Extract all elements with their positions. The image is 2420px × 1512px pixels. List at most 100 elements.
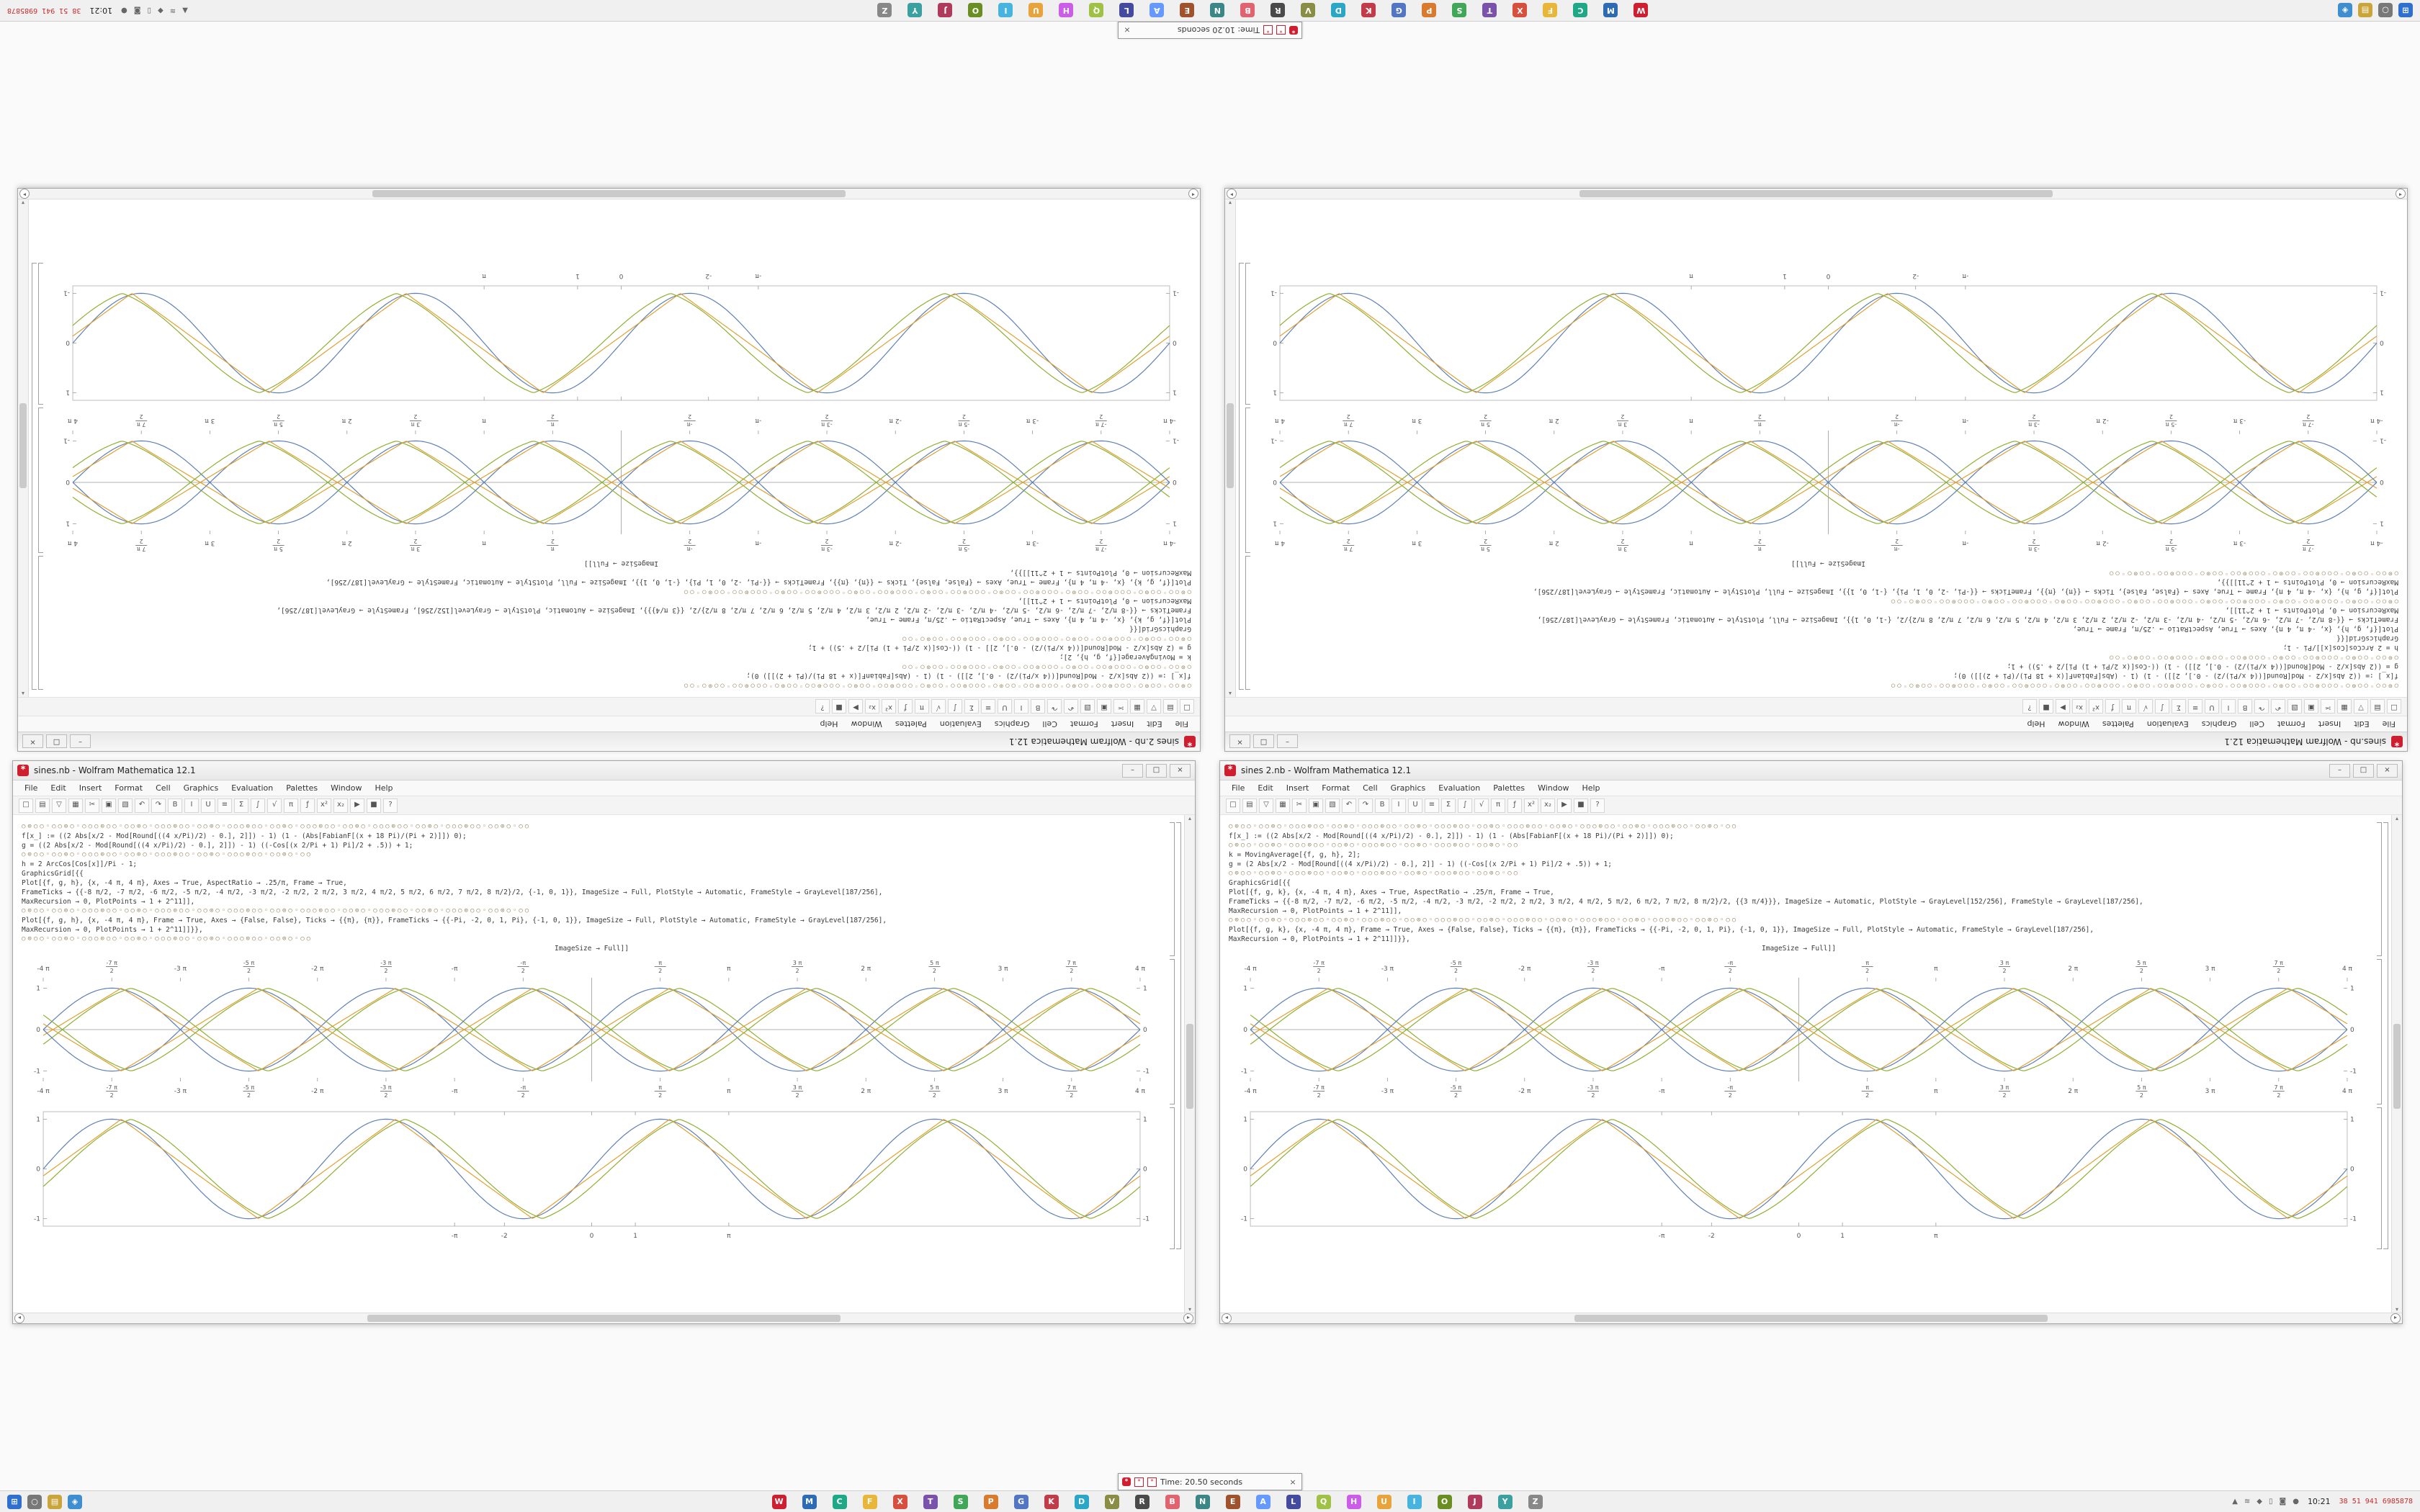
menu-format[interactable]: Format: [2277, 719, 2305, 729]
menu-file[interactable]: File: [1175, 719, 1188, 729]
dialog-red-button-1[interactable]: *: [1134, 1477, 1144, 1487]
axes-plot-output[interactable]: -4 π -4 π -7 π 2 -7 π 2 -3 π -3 π -5 π 2 -5 π 2 -2 π…: [51, 410, 1191, 554]
evaluate-icon[interactable]: ▶: [1557, 798, 1572, 813]
taskbar-app-2[interactable]: M: [802, 1494, 817, 1509]
close-button[interactable]: ×: [2377, 763, 2398, 778]
cell-bracket[interactable]: [1245, 556, 1250, 690]
close-icon[interactable]: ×: [1289, 1477, 1296, 1487]
code-line[interactable]: k = MovingAverage[{f, g, h}, 2];: [1059, 653, 1191, 661]
code-line[interactable]: ImageSize → Full]]: [555, 945, 629, 953]
horizontal-scrollbar[interactable]: ◂ ▸: [13, 1313, 1195, 1323]
taskbar-app-11[interactable]: D: [1331, 3, 1346, 18]
horizontal-scrollbar[interactable]: ◂ ▸: [1225, 189, 2407, 199]
print-icon[interactable]: ▦: [1130, 699, 1144, 714]
framed-plot-output[interactable]: -π -2 0 1 π -1 -1 0 0 1 1: [51, 266, 1191, 406]
code-cell[interactable]: ○⊙○○◦○○⊙○◦○○○⊙○○◦○○⊙○◦○○○⊙○○◦○○⊙○◦○○○⊙○○…: [51, 559, 1191, 690]
menu-graphics[interactable]: Graphics: [183, 783, 219, 793]
superscript-icon[interactable]: x²: [317, 798, 331, 813]
superscript-icon[interactable]: x²: [882, 699, 896, 714]
taskbar-app-15[interactable]: N: [1195, 1494, 1210, 1509]
code-line[interactable]: h = 2 ArcCos[Cos[x]]/Pi - 1;: [2282, 644, 2398, 652]
scroll-up-arrow-icon[interactable]: ▴: [22, 690, 25, 697]
minimize-button[interactable]: –: [1122, 763, 1143, 778]
taskbar-app-3[interactable]: C: [832, 1494, 847, 1509]
menu-help[interactable]: Help: [375, 783, 393, 793]
taskbar-app-13[interactable]: R: [1270, 3, 1286, 18]
code-line[interactable]: MaxRecursion → 0, PlotPoints → 1 + 2^11]…: [22, 926, 203, 934]
sum-icon[interactable]: Σ: [2172, 699, 2186, 714]
files-icon[interactable]: ▤: [2358, 3, 2372, 18]
sqrt-icon[interactable]: √: [267, 798, 282, 813]
menu-cell[interactable]: Cell: [1042, 719, 1057, 729]
subscript-icon[interactable]: x₂: [1541, 798, 1555, 813]
menu-edit[interactable]: Edit: [2354, 719, 2370, 729]
menu-help[interactable]: Help: [820, 719, 838, 729]
taskbar-app-26[interactable]: Z: [877, 3, 892, 18]
new-notebook-icon[interactable]: □: [2387, 699, 2401, 714]
bold-icon[interactable]: B: [2238, 699, 2252, 714]
code-line[interactable]: Plot[{f, g, k}, {x, -4 π, 4 π}, Frame → …: [1229, 926, 2094, 934]
taskbar-app-18[interactable]: L: [1119, 3, 1134, 18]
cell-bracket[interactable]: [38, 556, 43, 690]
scrollbar-thumb[interactable]: [372, 190, 846, 197]
copy-icon[interactable]: ▣: [102, 798, 116, 813]
align-icon[interactable]: ≡: [981, 699, 995, 714]
horizontal-scrollbar[interactable]: ◂ ▸: [18, 189, 1200, 199]
code-line[interactable]: GraphicsGrid[{{: [1129, 625, 1191, 633]
menu-help[interactable]: Help: [1582, 783, 1600, 793]
align-icon[interactable]: ≡: [2188, 699, 2202, 714]
taskbar-app-5[interactable]: X: [892, 1494, 908, 1509]
code-line[interactable]: ○⊙○○◦○○⊙○◦○○○⊙○○◦○○⊙○◦○○○⊙○○◦○○⊙○◦○○○⊙○○…: [2107, 570, 2398, 577]
code-line[interactable]: ImageSize → Full]]: [1791, 559, 1865, 567]
maximize-button[interactable]: □: [1253, 734, 1274, 749]
taskbar-app-6[interactable]: T: [1482, 3, 1497, 18]
code-line[interactable]: f[x_] := ((2 Abs[x/2 - Mod[Round[((4 x/P…: [1953, 672, 2398, 680]
code-line[interactable]: FrameTicks → {{-8 π/2, -7 π/2, -6 π/2, -…: [277, 606, 1191, 614]
menu-help[interactable]: Help: [2027, 719, 2045, 729]
code-line[interactable]: Plot[{f, g, h}, {x, -4 π, 4 π}, Frame → …: [1533, 588, 2398, 595]
bold-icon[interactable]: B: [1031, 699, 1045, 714]
code-line[interactable]: ○⊙○○◦○○⊙○◦○○○⊙○○◦○○⊙○◦○○○⊙○○◦○○⊙○◦○○○⊙○○…: [22, 851, 313, 858]
cell-bracket[interactable]: [1245, 263, 1250, 405]
help-icon[interactable]: ?: [383, 798, 398, 813]
code-line[interactable]: h = 2 ArcCos[Cos[x]]/Pi - 1;: [22, 860, 138, 868]
taskbar-app-wolfram[interactable]: W: [771, 1494, 786, 1509]
search-icon[interactable]: ○: [2378, 3, 2393, 18]
code-line[interactable]: ○⊙○○◦○○⊙○◦○○○⊙○○◦○○⊙○◦○○○⊙○○◦○○⊙○◦○○○⊙○○…: [1229, 870, 1520, 877]
taskbar-app-12[interactable]: V: [1104, 1494, 1119, 1509]
scroll-down-arrow-icon[interactable]: ▾: [2395, 1306, 2398, 1313]
menu-palettes[interactable]: Palettes: [895, 719, 927, 729]
menu-cell[interactable]: Cell: [1363, 783, 1378, 793]
code-line[interactable]: f[x_] := ((2 Abs[x/2 - Mod[Round[((4 x/P…: [1229, 832, 1674, 840]
sqrt-icon[interactable]: √: [931, 699, 946, 714]
copy-icon[interactable]: ▣: [2304, 699, 2318, 714]
close-button[interactable]: ×: [22, 734, 43, 749]
menu-palettes[interactable]: Palettes: [1493, 783, 1525, 793]
pi-icon[interactable]: π: [1491, 798, 1505, 813]
menu-graphics[interactable]: Graphics: [994, 719, 1030, 729]
taskbar-app-24[interactable]: J: [938, 3, 953, 18]
taskbar-app-5[interactable]: X: [1512, 3, 1528, 18]
taskbar-app-7[interactable]: S: [1452, 3, 1467, 18]
search-icon[interactable]: ○: [27, 1494, 42, 1509]
menu-format[interactable]: Format: [115, 783, 143, 793]
cell-bracket[interactable]: [2377, 1107, 2382, 1249]
volume-icon[interactable]: ◆: [2257, 1498, 2262, 1506]
print-icon[interactable]: ▦: [2337, 699, 2352, 714]
cell-group-bracket[interactable]: [32, 263, 37, 690]
taskbar-app-8[interactable]: P: [983, 1494, 998, 1509]
framed-plot-output[interactable]: -π -2 0 1 π -1 -1 0 0 1 1: [1258, 266, 2398, 406]
sum-icon[interactable]: Σ: [1441, 798, 1456, 813]
subscript-icon[interactable]: x₂: [333, 798, 348, 813]
files-icon[interactable]: ▤: [48, 1494, 62, 1509]
italic-icon[interactable]: I: [2221, 699, 2236, 714]
network-icon[interactable]: ≋: [169, 6, 176, 14]
code-line[interactable]: g = (2 Abs[x/2 - Mod[Round[((4 x/Pi)/2) …: [808, 644, 1191, 652]
scroll-right-button[interactable]: ▸: [19, 189, 30, 199]
bold-icon[interactable]: B: [1375, 798, 1389, 813]
underline-icon[interactable]: U: [998, 699, 1012, 714]
battery-icon[interactable]: ▯: [147, 6, 152, 14]
scroll-right-button[interactable]: ▸: [1227, 189, 1237, 199]
code-line[interactable]: Plot[{f, g, h}, {x, -4 π, 4 π}, Axes → T…: [2073, 625, 2398, 633]
evaluate-icon[interactable]: ▶: [350, 798, 364, 813]
